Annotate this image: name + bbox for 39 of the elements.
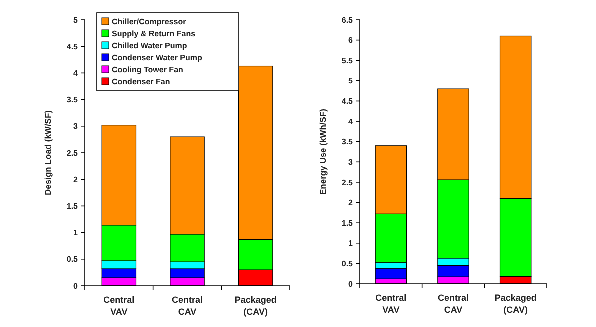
y-tick-label: 5 bbox=[74, 16, 79, 25]
legend-label: Cooling Tower Fan bbox=[112, 66, 184, 74]
y-tick-label: 0 bbox=[348, 280, 354, 289]
legend-label: Supply & Return Fans bbox=[112, 30, 196, 38]
y-tick-label: 4.5 bbox=[66, 42, 79, 52]
x-tick-label: Central CAV bbox=[172, 295, 204, 317]
y-tick-label: 1 bbox=[74, 228, 79, 238]
y-tick-label: 3.5 bbox=[66, 96, 79, 105]
y-tick-label: 3 bbox=[348, 158, 354, 167]
y-tick-label: 1.5 bbox=[342, 218, 354, 228]
y-tick-label: 5.5 bbox=[342, 56, 354, 66]
y-tick-label: 4 bbox=[348, 117, 354, 126]
y-tick-label: 0.5 bbox=[342, 259, 354, 268]
y-tick-label: 1.5 bbox=[66, 202, 79, 211]
y-tick-label: 4 bbox=[74, 69, 79, 78]
x-tick-label: Central VAV bbox=[376, 293, 407, 315]
x-tick-label: Central VAV bbox=[104, 295, 135, 317]
y-tick-label: 2.5 bbox=[66, 148, 79, 158]
y-tick-label: 2 bbox=[74, 175, 79, 184]
legend-label: Condenser Water Pump bbox=[112, 54, 202, 62]
legend-label: Chiller/Compressor bbox=[112, 18, 186, 26]
y-tick-label: 0 bbox=[74, 282, 79, 291]
y-tick-label: 0.5 bbox=[66, 255, 79, 264]
legend-label: Chilled Water Pump bbox=[112, 42, 188, 50]
y-axis-title: Design Load (kW/SF) bbox=[43, 110, 53, 196]
y-tick-label: 1 bbox=[348, 239, 354, 248]
x-tick-label: Packaged (CAV) bbox=[494, 293, 537, 315]
y-tick-label: 3.5 bbox=[342, 138, 354, 147]
y-tick-label: 3 bbox=[74, 122, 79, 132]
legend-label: Condenser Fan bbox=[112, 78, 170, 86]
y-tick-label: 2.5 bbox=[342, 178, 354, 188]
y-tick-label: 5 bbox=[348, 76, 354, 86]
y-axis-title: Energy Use (kWh/SF) bbox=[318, 108, 328, 195]
y-tick-label: 6 bbox=[348, 36, 354, 46]
x-tick-label: Central CAV bbox=[438, 293, 470, 315]
y-tick-label: 6.5 bbox=[342, 16, 354, 25]
y-tick-label: 4.5 bbox=[342, 97, 354, 106]
y-tick-label: 2 bbox=[348, 198, 354, 208]
x-tick-label: Packaged (CAV) bbox=[234, 295, 277, 317]
